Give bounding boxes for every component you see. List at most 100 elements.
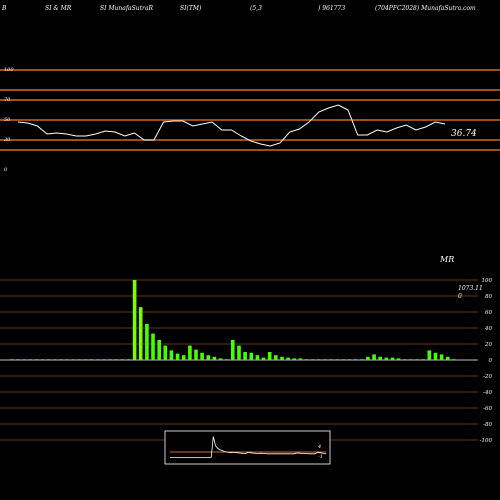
mrsi-bar <box>102 359 106 360</box>
mrsi-tick-label: -60 <box>483 406 492 412</box>
mrsi-label: MR <box>439 255 454 264</box>
mrsi-bar <box>77 359 82 360</box>
mrsi-bar <box>298 358 303 360</box>
mrsi-bar <box>40 359 45 360</box>
mrsi-tick-label: -40 <box>483 390 492 396</box>
mrsi-bar <box>390 357 395 360</box>
mrsi-bar <box>132 280 137 360</box>
mrsi-bar <box>286 357 290 360</box>
mrsi-bar <box>280 356 284 360</box>
mrsi-bar <box>243 352 247 360</box>
mrsi-bar <box>255 355 260 360</box>
mini-chart-frame <box>164 430 331 465</box>
mrsi-bar <box>360 359 364 360</box>
mrsi-bar <box>427 350 432 360</box>
mini-chart-secondary-label: -1 <box>318 454 323 460</box>
mrsi-bar <box>378 356 382 360</box>
mrsi-bar <box>16 359 20 360</box>
mrsi-bar <box>433 352 438 360</box>
mrsi-value-label-2: 0 <box>458 293 462 300</box>
mrsi-bar <box>10 359 14 360</box>
mrsi-bar <box>261 357 266 360</box>
header-text-3: SI MunafaSutraR <box>100 5 153 12</box>
mrsi-bar <box>96 359 100 360</box>
header-text-5: (5,3 <box>250 5 262 12</box>
mrsi-bar <box>138 307 143 360</box>
mrsi-bar <box>317 359 321 360</box>
rsi-tick-label: 0 <box>4 167 8 173</box>
mini-chart-label: 4 <box>317 444 321 450</box>
mrsi-bar <box>169 350 174 360</box>
mrsi-bar <box>310 359 315 360</box>
mrsi-bar <box>403 359 407 360</box>
mrsi-bar <box>163 345 168 360</box>
mrsi-bar <box>237 345 241 360</box>
mrsi-tick-label: 0 <box>489 358 493 364</box>
mrsi-bar <box>188 345 192 360</box>
mrsi-bar <box>126 359 131 360</box>
mrsi-bar <box>249 352 254 360</box>
rsi-tick-label: 70 <box>4 97 11 103</box>
mrsi-bar <box>353 359 358 360</box>
mrsi-bar <box>157 340 161 360</box>
mrsi-bar <box>224 359 229 360</box>
mrsi-bar <box>53 359 57 360</box>
mrsi-bar <box>396 358 401 360</box>
rsi-line <box>17 104 446 147</box>
mrsi-bar <box>71 359 75 360</box>
mrsi-bar <box>65 359 69 360</box>
mrsi-bar <box>200 352 204 360</box>
mrsi-bar <box>108 359 112 360</box>
mrsi-bar <box>409 359 413 360</box>
rsi-tick-label: 50 <box>4 117 11 123</box>
mrsi-bar <box>347 359 352 360</box>
mrsi-bar <box>46 359 51 360</box>
mrsi-tick-label: 60 <box>485 310 492 316</box>
mrsi-tick-label: 20 <box>484 342 492 348</box>
mrsi-bar <box>151 333 155 360</box>
mrsi-bar <box>341 359 346 360</box>
mini-chart-line <box>170 436 327 458</box>
mrsi-bar <box>292 358 296 360</box>
mrsi-bar <box>335 359 339 360</box>
mrsi-bar <box>445 356 450 360</box>
mrsi-bar <box>28 359 32 360</box>
mrsi-tick-label: 100 <box>482 278 493 284</box>
rsi-tick-label: 100 <box>4 67 14 73</box>
mrsi-bar <box>274 355 278 360</box>
header-text-2: SI & MR <box>45 5 72 12</box>
mrsi-bar <box>114 359 118 360</box>
mrsi-tick-label: 80 <box>485 294 492 300</box>
mrsi-bar <box>145 324 149 360</box>
mrsi-bar <box>421 359 425 360</box>
mrsi-bar <box>452 359 456 360</box>
mrsi-bar <box>175 353 180 360</box>
mrsi-bar <box>206 355 211 360</box>
mrsi-bar <box>22 359 26 360</box>
mrsi-bar <box>83 359 88 360</box>
mrsi-bar <box>194 349 198 360</box>
header-text-7: (704PFC2028) MunafaSutra.com <box>375 5 476 12</box>
mrsi-bar <box>384 357 389 360</box>
mrsi-tick-label: -20 <box>483 374 492 380</box>
mrsi-bar <box>415 359 419 360</box>
rsi-last-value-label: 36.74 <box>451 129 477 139</box>
mrsi-bar <box>267 352 272 360</box>
mrsi-tick-label: -80 <box>483 422 492 428</box>
mrsi-bar <box>34 359 39 360</box>
rsi-tick-label: 30 <box>4 137 11 143</box>
mrsi-value-label-1: 1073.11 <box>458 285 483 292</box>
mrsi-bar <box>439 354 444 360</box>
mrsi-bar <box>372 354 376 360</box>
header-text-4: SI(TM) <box>180 5 202 12</box>
mrsi-tick-label: -100 <box>480 438 493 444</box>
mrsi-bar <box>120 359 125 360</box>
mrsi-bar <box>59 359 63 360</box>
mrsi-bar <box>218 358 223 360</box>
mrsi-bar <box>329 359 333 360</box>
mrsi-bar <box>212 356 217 360</box>
mrsi-bar <box>366 356 370 360</box>
mrsi-bar <box>323 359 327 360</box>
mrsi-bar <box>231 340 235 360</box>
